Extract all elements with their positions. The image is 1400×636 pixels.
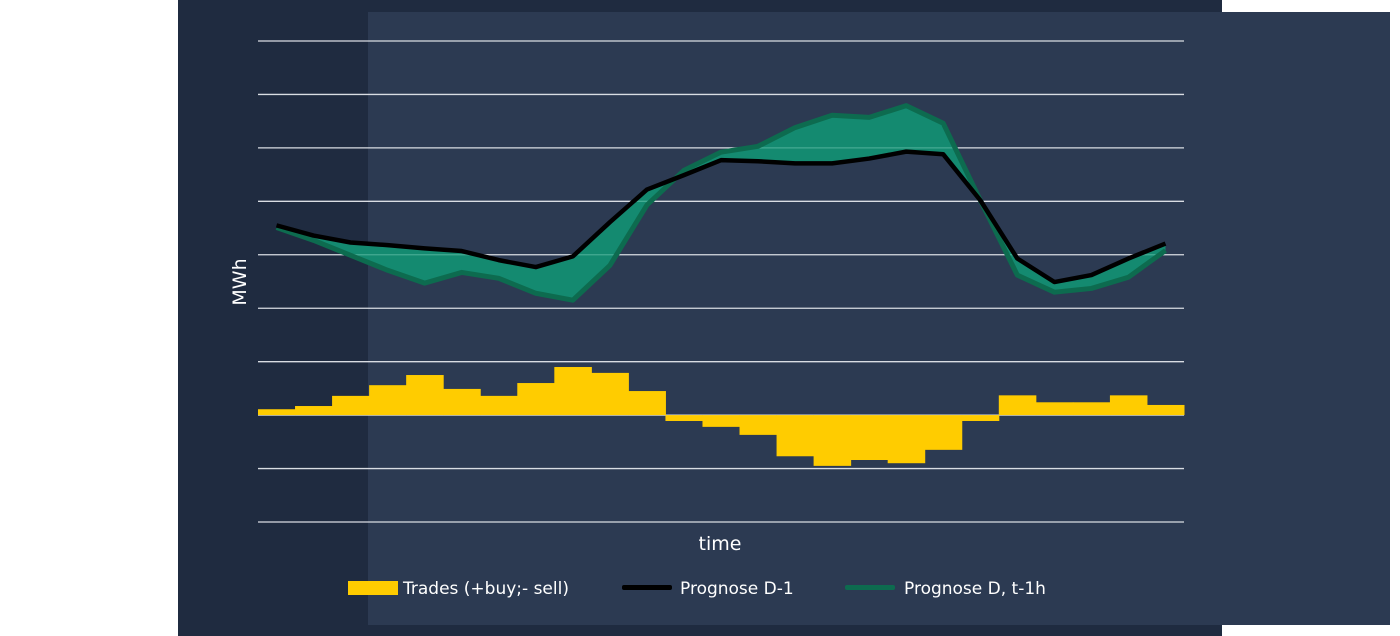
line-prognose-d1 <box>275 149 1167 285</box>
trade-bar <box>332 395 370 416</box>
trade-bar <box>665 415 703 421</box>
trade-bar <box>628 391 666 416</box>
trade-bar <box>1109 395 1148 416</box>
legend-swatch-d1 <box>622 585 672 590</box>
legend-swatch-trades <box>348 581 398 595</box>
trade-bar <box>554 367 592 416</box>
trade-bar <box>924 415 963 450</box>
trade-bar <box>850 415 889 461</box>
legend-label-d: Prognose D, t-1h <box>904 579 1046 599</box>
difference-fill <box>276 105 1166 301</box>
x-axis-label: time <box>699 533 742 555</box>
trade-bar <box>480 395 518 416</box>
trade-bar <box>517 383 555 416</box>
trade-bar <box>1146 404 1185 416</box>
trade-bar <box>813 415 852 466</box>
trade-bar <box>1035 402 1074 416</box>
trade-bar <box>443 388 481 416</box>
trades-bars <box>258 367 1185 466</box>
trade-bar <box>998 395 1037 416</box>
trade-bar <box>258 409 296 416</box>
trade-bar <box>295 406 333 416</box>
difference-area <box>276 105 1166 301</box>
trade-bar <box>776 415 815 457</box>
trade-bar <box>961 415 1000 421</box>
trade-bar <box>1072 402 1111 416</box>
legend-swatch-d <box>845 585 895 590</box>
series-lines <box>275 103 1167 303</box>
trade-bar <box>406 375 444 416</box>
trade-bar <box>369 385 407 416</box>
trade-bar <box>739 415 778 435</box>
legend-label-d1: Prognose D-1 <box>680 579 794 599</box>
legend: Trades (+buy;- sell) Prognose D-1 Progno… <box>348 579 1046 599</box>
trade-bar <box>702 415 741 427</box>
line-prognose-d <box>275 103 1167 303</box>
legend-label-trades: Trades (+buy;- sell) <box>402 579 569 599</box>
y-axis-label: MWh <box>229 258 251 305</box>
trade-bar <box>887 415 926 464</box>
trade-bar <box>591 372 629 416</box>
